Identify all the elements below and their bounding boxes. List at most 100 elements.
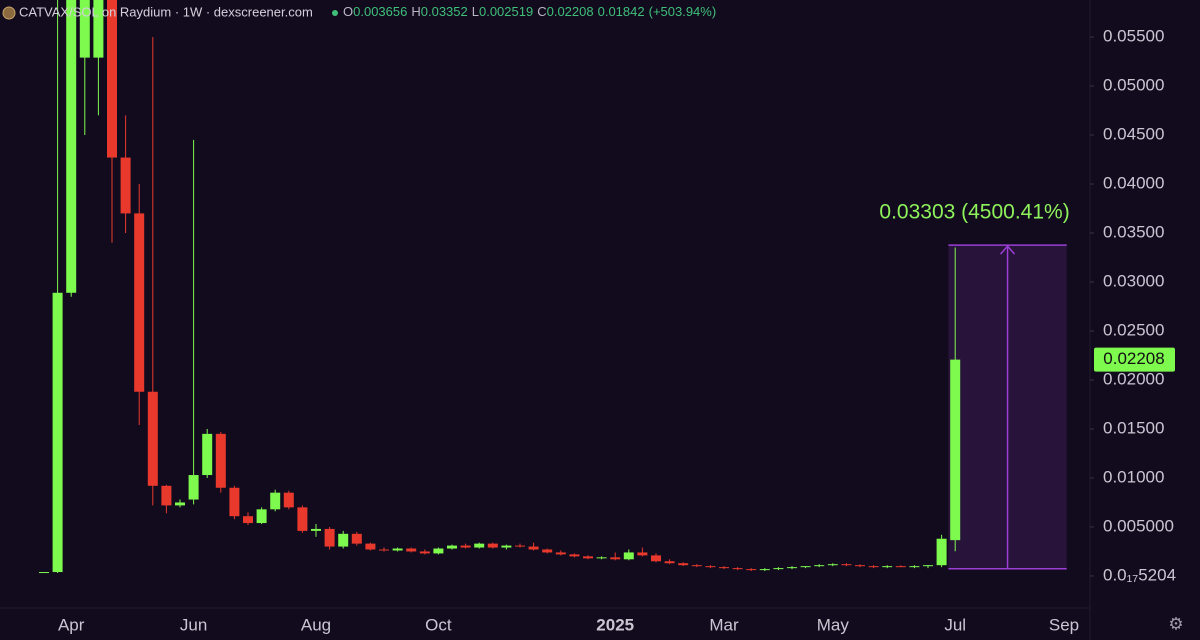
y-tick-label: 0.02500 bbox=[1103, 320, 1164, 339]
x-tick-label: Oct bbox=[425, 615, 452, 634]
ohlc-key: O bbox=[343, 4, 353, 19]
candle-body bbox=[936, 538, 947, 566]
candle-body bbox=[950, 359, 961, 541]
candle-body bbox=[324, 528, 335, 547]
candle-body bbox=[338, 533, 349, 547]
candle-body bbox=[882, 566, 893, 568]
y-tick-label: 0.03000 bbox=[1103, 271, 1164, 290]
candle-body bbox=[447, 545, 457, 549]
candle-body bbox=[651, 555, 661, 562]
ohlc-key: L bbox=[472, 4, 479, 19]
x-tick-label: May bbox=[817, 615, 850, 634]
ohlc-legend: O0.003656 H0.03352 L0.002519 C0.02208 0.0184… bbox=[343, 4, 716, 19]
chart-title: CATVAX/SOL on Raydium · 1W · dexscreener… bbox=[19, 4, 313, 19]
candle-body bbox=[787, 567, 797, 569]
x-tick-label: Mar bbox=[709, 615, 739, 634]
candle-body bbox=[691, 565, 702, 567]
candle-body bbox=[895, 566, 906, 568]
y-tick-label: 0.05500 bbox=[1103, 27, 1164, 46]
candle-body bbox=[433, 548, 444, 554]
candle-body bbox=[134, 213, 145, 392]
y-tick-label: 0.005000 bbox=[1103, 516, 1174, 535]
price-tag-label: 0.02208 bbox=[1103, 349, 1164, 368]
status-dot bbox=[332, 10, 338, 16]
ohlc-key: C bbox=[537, 4, 546, 19]
candle-body bbox=[719, 567, 729, 569]
ohlc-value: 0.02208 bbox=[547, 4, 594, 19]
candle-body bbox=[120, 157, 131, 214]
candle-body bbox=[351, 533, 362, 544]
candle-body bbox=[256, 509, 267, 524]
ohlc-value: 0.002519 bbox=[479, 4, 533, 19]
candle-body bbox=[800, 566, 811, 568]
candle-body bbox=[175, 502, 185, 506]
y-tick-label: 0.04500 bbox=[1103, 125, 1164, 144]
candle-body bbox=[746, 569, 757, 571]
candle-body bbox=[596, 557, 607, 559]
y-tick-label: 0.01500 bbox=[1103, 418, 1164, 437]
change-percent: (+503.94%) bbox=[649, 4, 717, 19]
settings-icon[interactable]: ⚙ bbox=[1168, 614, 1183, 633]
change-value: 0.01842 bbox=[598, 4, 645, 19]
candle-body bbox=[107, 0, 117, 158]
candle-body bbox=[515, 545, 525, 547]
candle-body bbox=[406, 548, 417, 552]
candle-body bbox=[215, 433, 226, 488]
token-icon bbox=[2, 6, 16, 20]
candle-body bbox=[623, 552, 634, 560]
candle-body bbox=[868, 566, 879, 568]
candle-body bbox=[474, 543, 485, 548]
candle-body bbox=[542, 549, 553, 553]
candle-body bbox=[487, 543, 498, 548]
x-tick-label: Jul bbox=[944, 615, 966, 634]
x-tick-label: Apr bbox=[58, 615, 85, 634]
candle-body bbox=[39, 572, 49, 574]
candle-body bbox=[147, 391, 158, 486]
y-tick-label: 0.01000 bbox=[1103, 467, 1164, 486]
candle-body bbox=[161, 485, 172, 506]
candle-body bbox=[202, 433, 213, 476]
candle-body bbox=[460, 545, 471, 548]
overlay: 0.03303 (4500.41%) bbox=[879, 201, 1070, 570]
measure-arrowhead bbox=[999, 244, 1016, 255]
candle-body bbox=[188, 475, 199, 500]
candle-body bbox=[705, 566, 716, 568]
measure-label: 0.03303 (4500.41%) bbox=[879, 201, 1069, 224]
y-tick-label: 0.05000 bbox=[1103, 76, 1164, 95]
y-tick-label: 0.03500 bbox=[1103, 222, 1164, 241]
candle-body bbox=[419, 551, 430, 554]
ohlc-value: 0.003656 bbox=[353, 4, 407, 19]
candle-body bbox=[773, 568, 784, 570]
x-tick-label: Aug bbox=[301, 615, 331, 634]
candle-body bbox=[297, 507, 308, 531]
candle-body bbox=[610, 557, 621, 560]
x-tick-label: Sep bbox=[1049, 615, 1079, 634]
candle-body bbox=[283, 492, 294, 508]
candle-body bbox=[555, 552, 566, 555]
candle-body bbox=[827, 564, 838, 566]
candle-body bbox=[583, 556, 593, 559]
ohlc-key: H bbox=[411, 4, 420, 19]
price-tag bbox=[1094, 347, 1175, 372]
candle-body bbox=[93, 0, 104, 58]
candle-body bbox=[229, 487, 240, 517]
candle-body bbox=[841, 564, 852, 566]
candle-body bbox=[923, 565, 933, 567]
candle-body bbox=[637, 552, 648, 556]
candle-body bbox=[528, 546, 539, 550]
candle-body bbox=[79, 0, 90, 58]
candle-body bbox=[732, 568, 743, 570]
ohlc-value: 0.03352 bbox=[421, 4, 468, 19]
y-tick-label: 0.04000 bbox=[1103, 174, 1164, 193]
candle-body bbox=[365, 543, 376, 550]
candle-body bbox=[392, 548, 403, 551]
y-tick-label: 0.02000 bbox=[1103, 369, 1164, 388]
candle-body bbox=[855, 565, 865, 567]
candle-body bbox=[243, 516, 253, 524]
candle-body bbox=[379, 549, 389, 551]
candle-body bbox=[311, 528, 321, 531]
candle-body bbox=[501, 545, 512, 548]
candle-body bbox=[66, 0, 77, 293]
